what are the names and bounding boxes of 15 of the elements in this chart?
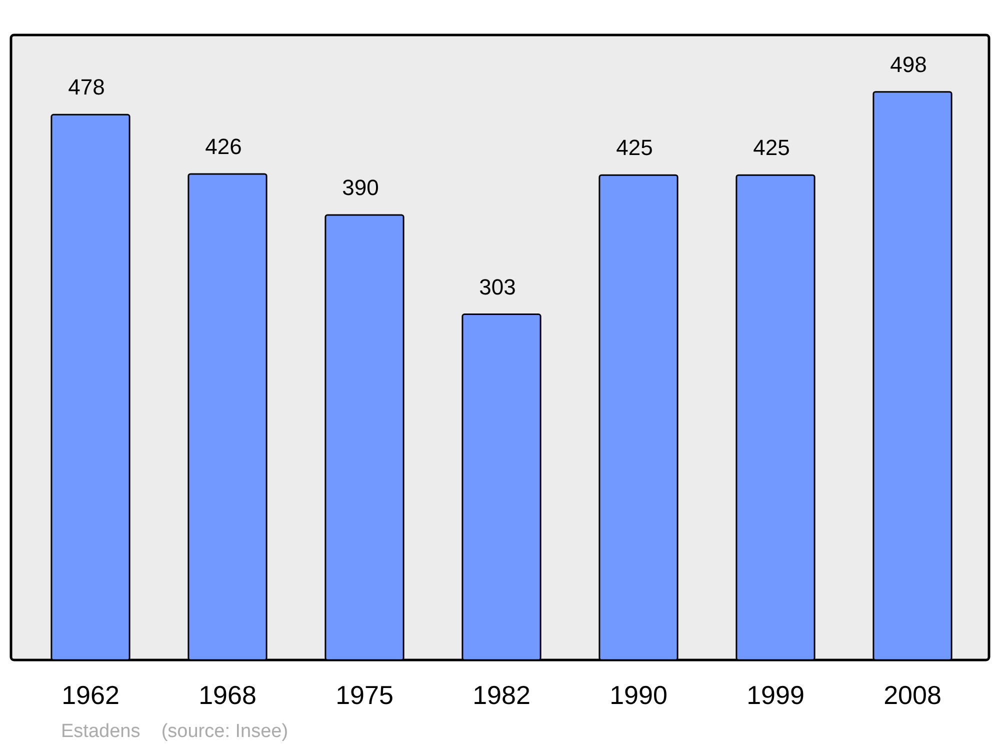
x-tick-label: 1990 (610, 680, 668, 710)
x-tick-label: 1968 (198, 680, 256, 710)
data-label: 425 (616, 135, 653, 160)
data-label: 425 (753, 135, 790, 160)
text: Estadens (source: Insee) (61, 721, 288, 742)
x-tick-label: 1962 (62, 680, 120, 710)
data-label: 390 (342, 175, 379, 200)
data-label: 478 (68, 74, 105, 100)
x-tick-label: 1999 (746, 680, 804, 710)
x-tick-label: 1975 (336, 680, 394, 710)
data-label: 426 (205, 134, 242, 159)
x-tick-label: 2008 (884, 680, 942, 710)
x-tick-label: 1982 (472, 680, 530, 710)
data-label: 498 (890, 52, 927, 77)
data-label: 303 (479, 274, 516, 300)
